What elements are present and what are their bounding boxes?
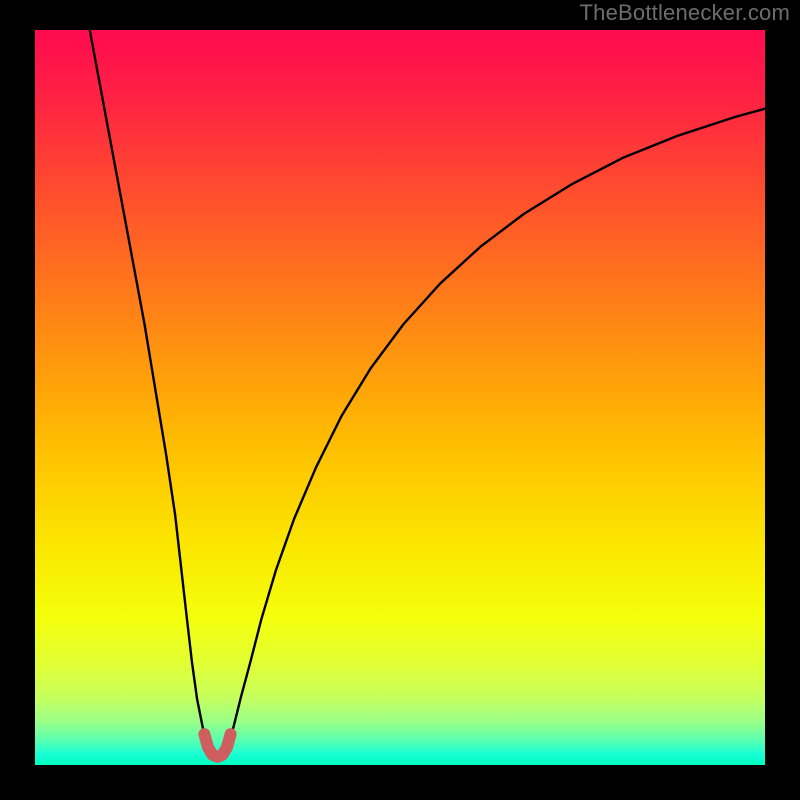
watermark-text: TheBottlenecker.com xyxy=(580,0,790,26)
plot-svg xyxy=(35,30,765,765)
chart-root: TheBottlenecker.com xyxy=(0,0,800,800)
plot-area xyxy=(35,30,765,765)
